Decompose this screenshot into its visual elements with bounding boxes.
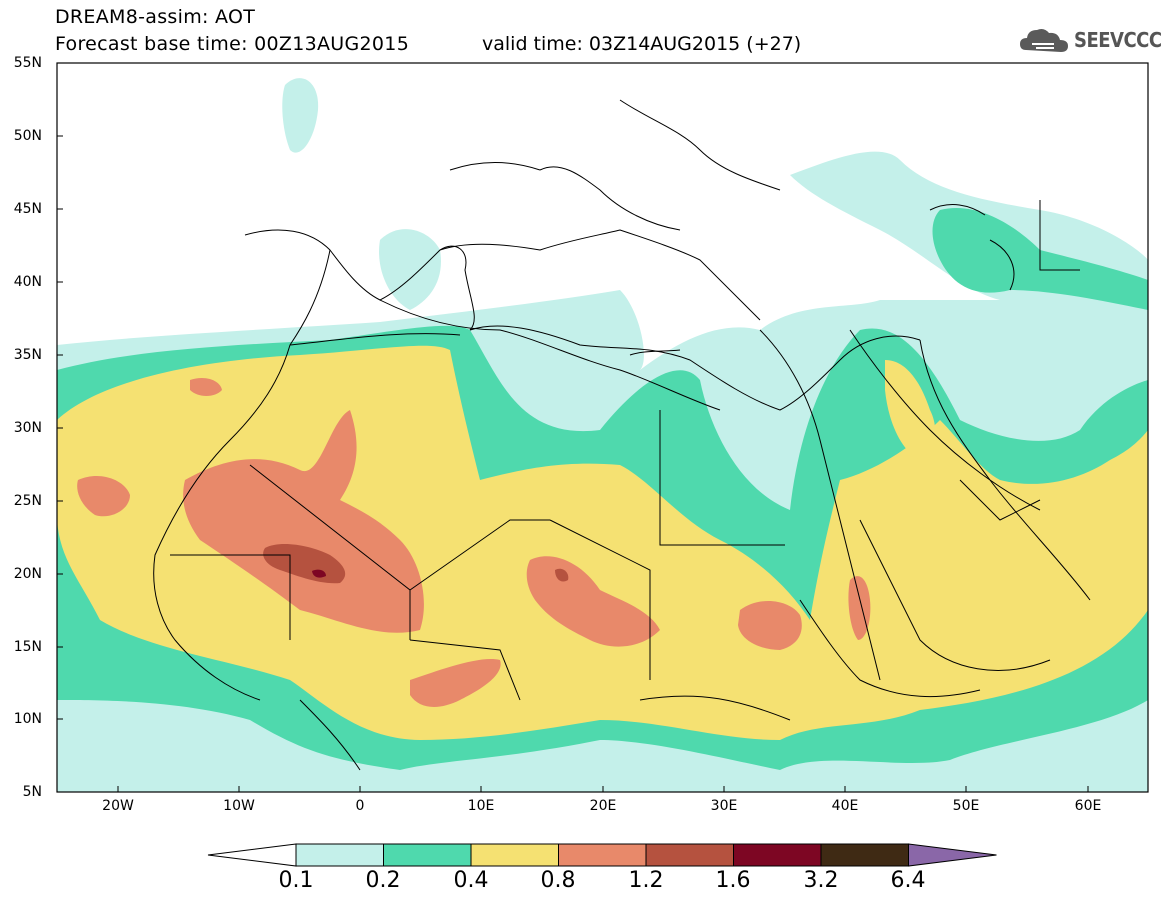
forecast-base-time: Forecast base time: 00Z13AUG2015 [55, 33, 410, 55]
legend-label: 6.4 [890, 868, 926, 893]
lon-label: 20E [589, 798, 617, 814]
lat-label: 25N [13, 493, 42, 509]
legend-swatch [470, 843, 559, 867]
map-title: DREAM8-assim: AOT [55, 6, 256, 28]
legend-swatch-above [908, 843, 997, 867]
legend-label: 1.2 [628, 868, 664, 893]
legend-label: 0.8 [540, 868, 576, 893]
aot-band-0.1-iberia [379, 229, 441, 310]
valid-time: valid time: 03Z14AUG2015 (+27) [482, 33, 802, 55]
map-ticks [57, 135, 1089, 792]
cloud-icon [1020, 29, 1068, 52]
lon-label: 50E [952, 798, 980, 814]
aot-band-0.8-east [738, 600, 802, 650]
legend-label: 3.2 [803, 868, 839, 893]
lon-label: 10E [467, 798, 495, 814]
lon-label: 10W [223, 798, 255, 814]
aot-band-1.6 [312, 569, 326, 578]
legend-swatch [645, 843, 734, 867]
aot-band-0.8-south [410, 659, 501, 707]
aot-band-0.1-uk [282, 78, 319, 153]
lat-label: 55N [13, 55, 42, 71]
seevccc-logo: SEEVCCC [1074, 28, 1162, 52]
legend-label: 1.6 [715, 868, 751, 893]
legend-swatch-below [207, 843, 297, 867]
aot-band-1.2-small [555, 568, 569, 582]
aot-band-0.4-arabia [885, 360, 936, 460]
legend-swatch [295, 843, 384, 867]
lon-label: 40E [831, 798, 859, 814]
legend-label: 0.2 [365, 868, 401, 893]
country-borders [153, 99, 1091, 771]
aot-band-0.8-small2 [190, 378, 222, 396]
aot-contours [57, 63, 1148, 792]
legend-swatch [733, 843, 822, 867]
aot-band-0.8-redsea [848, 576, 871, 640]
aot-band-0.8-small1 [77, 475, 130, 517]
lat-label: 35N [13, 347, 42, 363]
lat-label: 20N [13, 566, 42, 582]
lat-label: 45N [13, 201, 42, 217]
legend-label: 0.1 [278, 868, 314, 893]
lon-label: 20W [102, 798, 134, 814]
lat-label: 50N [13, 128, 42, 144]
aot-band-0.8-west [183, 410, 424, 633]
coastlines [379, 204, 1051, 671]
lon-label: 60E [1074, 798, 1102, 814]
lat-label: 15N [13, 639, 42, 655]
lon-label: 0 [355, 798, 365, 814]
lon-label: 30E [710, 798, 738, 814]
legend-label: 0.4 [453, 868, 489, 893]
lat-label: 30N [13, 420, 42, 436]
lat-label: 10N [13, 711, 42, 727]
lat-label: 5N [22, 784, 42, 800]
legend-swatch [558, 843, 647, 867]
legend-swatch [383, 843, 472, 867]
lat-label: 40N [13, 274, 42, 290]
legend-swatch [820, 843, 909, 867]
